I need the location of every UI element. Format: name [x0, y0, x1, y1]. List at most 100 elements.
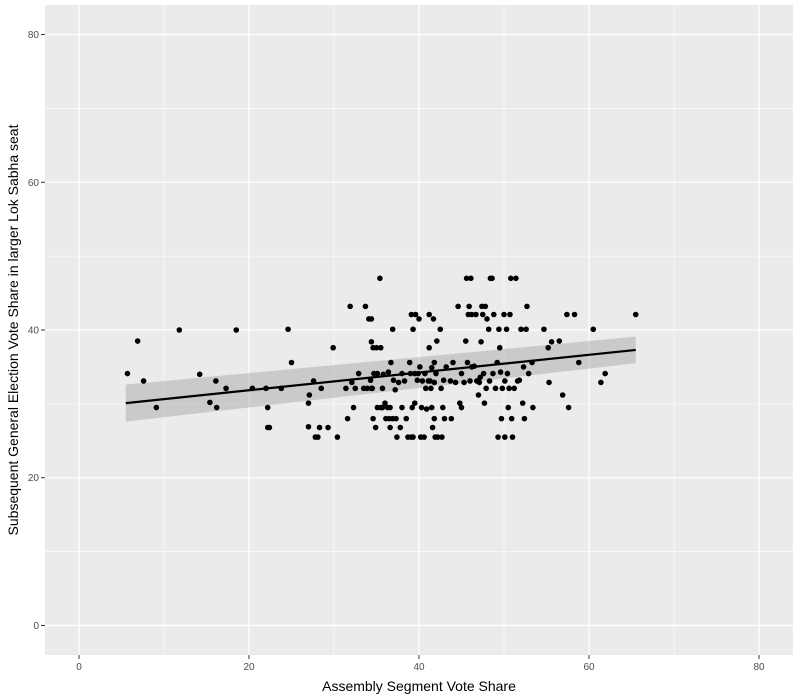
data-point: [233, 327, 240, 333]
data-point: [491, 311, 497, 318]
data-point: [421, 434, 427, 440]
y-axis-ticks: 0 20 40 60 80: [28, 30, 45, 632]
data-point: [502, 378, 508, 384]
data-point: [388, 359, 394, 366]
data-point: [481, 400, 488, 406]
data-point: [496, 344, 503, 351]
data-point: [485, 326, 492, 333]
data-point: [266, 424, 273, 431]
data-point: [377, 275, 383, 282]
y-tick-label: 60: [28, 178, 40, 189]
data-point: [176, 327, 183, 333]
data-point: [448, 415, 455, 422]
data-point: [417, 364, 423, 370]
data-point: [343, 385, 349, 392]
data-point: [379, 404, 386, 411]
data-point: [439, 434, 445, 440]
data-point: [305, 400, 312, 406]
data-point: [196, 371, 203, 378]
data-point: [468, 311, 475, 318]
data-point: [457, 400, 463, 406]
data-point: [523, 326, 529, 333]
data-point: [508, 415, 515, 422]
data-point: [428, 364, 435, 371]
y-tick-label: 40: [28, 326, 40, 337]
data-point: [416, 316, 422, 322]
data-point: [411, 400, 418, 406]
data-point: [433, 370, 439, 377]
data-point: [316, 424, 323, 431]
data-point: [434, 338, 440, 344]
data-point: [373, 344, 380, 351]
data-point: [479, 311, 486, 318]
data-point: [288, 359, 295, 366]
data-point: [462, 338, 469, 344]
data-point: [390, 377, 397, 384]
data-point: [134, 338, 141, 344]
data-point: [379, 385, 386, 392]
data-point: [429, 424, 436, 431]
data-point: [545, 344, 551, 351]
data-point: [428, 404, 435, 411]
data-point: [124, 370, 131, 377]
y-tick-label: 80: [28, 30, 40, 41]
data-point: [499, 385, 506, 392]
data-point: [576, 359, 582, 366]
data-point: [213, 378, 219, 384]
data-point: [525, 370, 532, 377]
data-point: [473, 311, 479, 318]
data-point: [598, 379, 604, 386]
data-point: [458, 404, 465, 411]
data-point: [502, 434, 508, 440]
data-point: [496, 326, 502, 333]
data-point: [443, 364, 450, 370]
confidence-band-layer: [125, 336, 636, 422]
data-point: [511, 385, 517, 392]
data-point: [387, 424, 393, 431]
data-point: [368, 339, 375, 345]
data-point: [370, 415, 376, 422]
data-point: [382, 400, 388, 406]
x-tick-label: 40: [413, 662, 425, 673]
data-point: [438, 385, 444, 392]
data-point: [480, 370, 487, 377]
data-point: [519, 400, 526, 406]
data-point: [347, 303, 353, 310]
data-point: [387, 404, 393, 411]
data-point: [428, 385, 434, 392]
data-point: [476, 379, 483, 386]
data-point: [477, 374, 484, 381]
data-point: [409, 404, 416, 411]
data-point: [395, 379, 402, 386]
data-point: [401, 378, 408, 384]
data-point: [516, 377, 523, 384]
x-tick-label: 20: [243, 662, 255, 673]
data-point: [306, 392, 313, 398]
data-point: [530, 404, 536, 411]
data-point: [330, 344, 336, 351]
y-axis-title: Subsequent General Election Vote Share i…: [5, 124, 21, 535]
data-point: [503, 326, 510, 333]
data-point: [418, 404, 425, 411]
data-point: [546, 379, 552, 386]
trend-line-layer: [125, 348, 636, 405]
data-point: [497, 369, 504, 375]
grid-major: [45, 5, 793, 655]
data-point: [434, 434, 441, 440]
data-point: [518, 326, 524, 333]
data-point: [495, 434, 501, 440]
data-point: [423, 385, 429, 392]
data-point: [452, 379, 459, 386]
data-point: [505, 404, 512, 411]
data-point: [524, 303, 530, 310]
data-point: [318, 385, 325, 392]
data-point: [602, 370, 608, 377]
data-point: [490, 370, 496, 377]
data-point: [437, 326, 444, 333]
data-point: [305, 423, 312, 430]
data-point: [498, 415, 505, 422]
data-point: [430, 316, 437, 322]
data-point: [521, 415, 528, 422]
